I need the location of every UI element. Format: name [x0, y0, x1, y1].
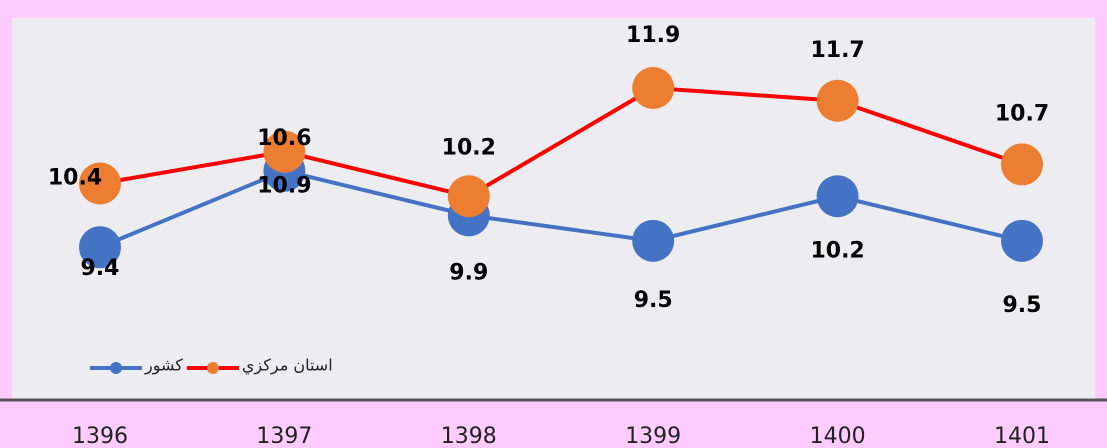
data-label: 11.7	[810, 38, 864, 63]
data-label: 10.4	[48, 166, 102, 191]
legend-marker	[110, 362, 122, 374]
marker	[632, 219, 675, 262]
x-tick-label: 1397	[256, 424, 312, 448]
line	[99, 168, 1023, 250]
data-label: 10.2	[810, 238, 864, 263]
marker	[816, 79, 859, 122]
x-tick-label: 1396	[72, 424, 128, 448]
marker	[79, 162, 121, 205]
plot-area	[12, 18, 1095, 400]
x-tick-label: 1399	[625, 424, 681, 448]
data-label: 9.4	[81, 256, 120, 281]
data-label: 10.2	[442, 135, 496, 160]
data-label: 10.9	[257, 174, 311, 199]
legend-label: استان مرکزي	[242, 356, 333, 376]
x-tick-label: 1398	[441, 424, 497, 448]
data-label: 11.9	[626, 23, 680, 48]
data-label: 10.7	[995, 101, 1049, 126]
marker	[1001, 143, 1043, 186]
marker	[447, 175, 490, 218]
data-label: 9.5	[634, 288, 673, 313]
line	[99, 85, 1023, 199]
marker	[632, 67, 675, 110]
legend-label: کشور	[144, 356, 183, 376]
marker	[263, 130, 306, 173]
marker	[79, 226, 121, 269]
x-tick-label: 1401	[994, 424, 1050, 448]
x-tick-label: 1400	[810, 424, 866, 448]
marker	[816, 175, 859, 218]
data-label: 10.6	[257, 126, 311, 151]
marker	[1001, 219, 1043, 262]
legend-marker	[206, 362, 219, 374]
data-label: 9.9	[449, 260, 488, 285]
data-label: 9.5	[1003, 293, 1042, 318]
